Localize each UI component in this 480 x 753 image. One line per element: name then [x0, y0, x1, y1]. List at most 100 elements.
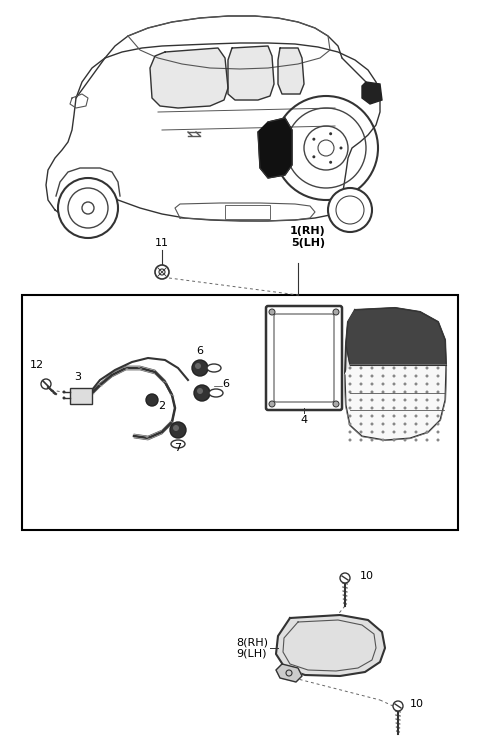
Text: 8(RH)
9(LH): 8(RH) 9(LH) — [236, 637, 268, 659]
Ellipse shape — [171, 440, 185, 448]
Circle shape — [404, 367, 407, 370]
Bar — [70, 388, 92, 404]
Circle shape — [197, 388, 203, 394]
Circle shape — [404, 383, 407, 386]
Circle shape — [393, 391, 396, 394]
Circle shape — [360, 391, 362, 394]
Circle shape — [382, 398, 384, 401]
Polygon shape — [345, 365, 446, 440]
Circle shape — [360, 422, 362, 425]
Circle shape — [170, 422, 186, 438]
Polygon shape — [345, 308, 446, 440]
Ellipse shape — [209, 389, 223, 397]
Circle shape — [436, 438, 440, 441]
Circle shape — [195, 363, 201, 369]
Circle shape — [269, 309, 275, 315]
Circle shape — [436, 414, 440, 417]
Text: 4: 4 — [300, 415, 308, 425]
Circle shape — [382, 407, 384, 410]
Circle shape — [415, 407, 418, 410]
Circle shape — [393, 383, 396, 386]
Circle shape — [348, 391, 351, 394]
Circle shape — [436, 422, 440, 425]
Circle shape — [371, 438, 373, 441]
Circle shape — [404, 422, 407, 425]
Circle shape — [155, 265, 169, 279]
Circle shape — [415, 398, 418, 401]
Circle shape — [340, 573, 350, 583]
Circle shape — [393, 407, 396, 410]
Circle shape — [425, 367, 429, 370]
Circle shape — [425, 383, 429, 386]
Circle shape — [382, 391, 384, 394]
Circle shape — [333, 309, 339, 315]
Circle shape — [192, 360, 208, 376]
Circle shape — [371, 407, 373, 410]
Circle shape — [393, 374, 396, 377]
Circle shape — [404, 407, 407, 410]
Circle shape — [425, 414, 429, 417]
Text: 1(RH)
5(LH): 1(RH) 5(LH) — [290, 227, 326, 248]
Circle shape — [436, 398, 440, 401]
Circle shape — [348, 438, 351, 441]
Circle shape — [425, 422, 429, 425]
Circle shape — [425, 391, 429, 394]
Text: 10: 10 — [360, 571, 374, 581]
Circle shape — [393, 414, 396, 417]
Circle shape — [371, 367, 373, 370]
Circle shape — [348, 422, 351, 425]
Circle shape — [393, 431, 396, 434]
Circle shape — [393, 422, 396, 425]
Circle shape — [415, 422, 418, 425]
Circle shape — [371, 374, 373, 377]
Circle shape — [360, 438, 362, 441]
Circle shape — [436, 367, 440, 370]
Circle shape — [41, 379, 51, 389]
Polygon shape — [150, 48, 228, 108]
Circle shape — [393, 367, 396, 370]
Text: 7: 7 — [174, 443, 181, 453]
Polygon shape — [362, 82, 382, 104]
Circle shape — [393, 701, 403, 711]
Circle shape — [415, 374, 418, 377]
Circle shape — [348, 431, 351, 434]
Circle shape — [425, 374, 429, 377]
Polygon shape — [228, 46, 274, 100]
Circle shape — [382, 431, 384, 434]
Circle shape — [348, 414, 351, 417]
Circle shape — [348, 383, 351, 386]
Circle shape — [382, 374, 384, 377]
Circle shape — [360, 431, 362, 434]
Circle shape — [58, 178, 118, 238]
Circle shape — [404, 391, 407, 394]
Polygon shape — [276, 664, 302, 682]
Circle shape — [436, 374, 440, 377]
Circle shape — [393, 398, 396, 401]
Circle shape — [436, 407, 440, 410]
Text: 6: 6 — [196, 346, 204, 356]
Text: 12: 12 — [30, 360, 44, 370]
Circle shape — [404, 438, 407, 441]
Circle shape — [329, 133, 332, 136]
Polygon shape — [278, 48, 304, 94]
Circle shape — [371, 383, 373, 386]
Circle shape — [312, 138, 315, 141]
Text: 10: 10 — [410, 699, 424, 709]
Circle shape — [312, 155, 315, 158]
Circle shape — [415, 438, 418, 441]
Circle shape — [425, 398, 429, 401]
Circle shape — [382, 367, 384, 370]
Circle shape — [404, 374, 407, 377]
Circle shape — [269, 401, 275, 407]
Circle shape — [371, 391, 373, 394]
Circle shape — [415, 383, 418, 386]
Circle shape — [425, 407, 429, 410]
Circle shape — [371, 398, 373, 401]
Circle shape — [382, 438, 384, 441]
Circle shape — [415, 431, 418, 434]
Circle shape — [333, 401, 339, 407]
Circle shape — [404, 398, 407, 401]
Circle shape — [360, 407, 362, 410]
Circle shape — [425, 438, 429, 441]
Circle shape — [62, 397, 65, 400]
